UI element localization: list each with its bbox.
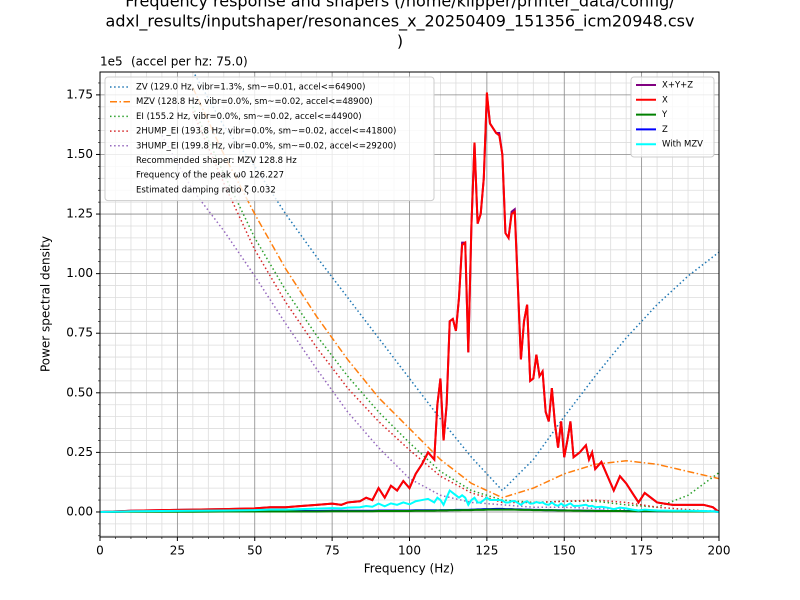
series-line (192, 87, 719, 499)
x-tick-label: 0 (96, 544, 104, 558)
legend-note: Frequency of the peak ω0 126.227 (136, 171, 284, 181)
legend-label: X+Y+Z (662, 81, 693, 91)
legend-note: Estimated damping ratio ζ 0.032 (136, 185, 276, 195)
y-tick-label: 1.00 (66, 266, 93, 280)
legend-label: X (662, 95, 668, 105)
y-tick-label: 0.00 (66, 504, 93, 518)
ticks: 0 25 50 75 100 125 150 175 200 0.00 0.25 0.50 0.75 1.… (66, 82, 731, 558)
x-tick-label: 50 (247, 544, 262, 558)
series-line (100, 508, 719, 513)
legend-label: MZV (128.8 Hz, vibr=0.0%, sm~=0.02, acce… (136, 97, 373, 107)
x-tick-label: 125 (475, 544, 498, 558)
legend-box (104, 76, 435, 202)
series-line (100, 488, 719, 513)
series-line (100, 92, 719, 513)
title-line: adxl_results/inputshaper/resonances_x_20… (106, 12, 695, 32)
legend-shapers: ZV (129.0 Hz, vibr=1.3%, sm~=0.01, accel… (104, 76, 435, 202)
title-line: Frequency response and shapers (/home/kl… (125, 0, 675, 12)
y-tick-label: 0.75 (66, 326, 93, 340)
x-axis-label: Frequency (Hz) (364, 562, 455, 576)
x-tick-label: 25 (170, 544, 185, 558)
y-tick-label: 1.50 (66, 147, 93, 161)
series-line (192, 72, 719, 492)
title-line: ) (397, 32, 403, 51)
y-tick-label: 1.25 (66, 207, 93, 221)
curves (100, 72, 719, 513)
legend-label: Y (661, 110, 668, 120)
legend-label: With MZV (662, 140, 703, 150)
x-tick-label: 75 (324, 544, 339, 558)
legend-label: EI (155.2 Hz, vibr=0.0%, sm~=0.02, accel… (136, 112, 362, 122)
x-tick-label: 150 (553, 544, 576, 558)
legend-label: Z (662, 125, 668, 135)
series-line (192, 111, 719, 513)
legend-box (630, 76, 715, 158)
x-tick-label: 200 (708, 544, 731, 558)
legend-note: Recommended shaper: MZV 128.8 Hz (136, 156, 297, 166)
subtitle: (accel per hz: 75.0) (131, 55, 248, 69)
y-tick-label: 0.25 (66, 445, 93, 459)
x-tick-label: 175 (630, 544, 653, 558)
legend-label: ZV (129.0 Hz, vibr=1.3%, sm~=0.01, accel… (136, 83, 365, 93)
legend-label: 3HUMP_EI (199.8 Hz, vibr=0.0%, sm~=0.02,… (136, 141, 396, 151)
series-line (161, 135, 719, 512)
y-axis-label: Power spectral density (39, 236, 53, 372)
offset-text: 1e5 (100, 55, 123, 69)
x-tick-label: 100 (398, 544, 421, 558)
y-tick-label: 1.75 (66, 87, 93, 101)
legend-axes: X+Y+Z XYZ With MZV (630, 76, 715, 158)
legend-label: 2HUMP_EI (193.8 Hz, vibr=0.0%, sm~=0.02,… (136, 127, 396, 137)
y-tick-label: 0.50 (66, 385, 93, 399)
